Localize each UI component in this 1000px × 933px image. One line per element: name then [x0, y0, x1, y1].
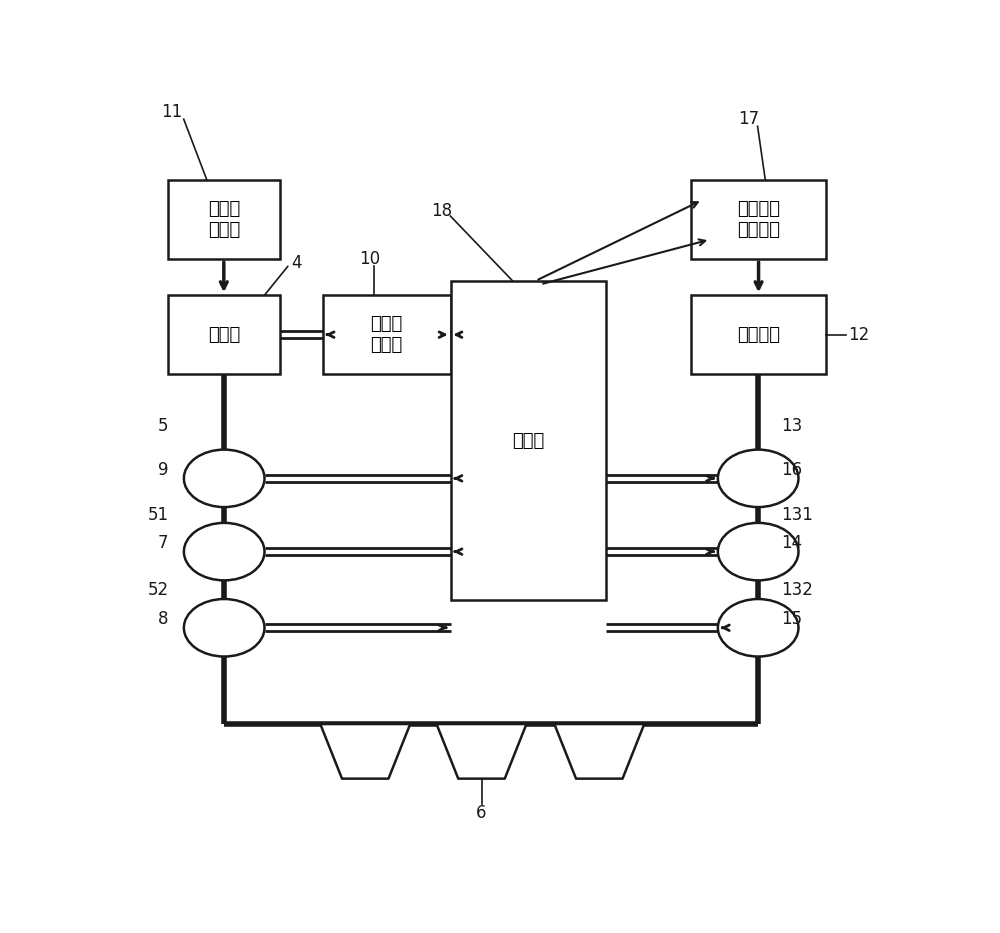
Polygon shape: [320, 724, 410, 779]
Text: 水温调
节装置: 水温调 节装置: [370, 315, 403, 354]
Text: 14: 14: [781, 534, 803, 552]
Text: 4: 4: [292, 254, 302, 272]
Text: 52: 52: [147, 580, 168, 599]
Ellipse shape: [184, 450, 264, 508]
Ellipse shape: [184, 522, 264, 580]
Ellipse shape: [184, 599, 264, 657]
FancyBboxPatch shape: [691, 180, 826, 259]
FancyBboxPatch shape: [168, 295, 280, 374]
Text: 132: 132: [781, 580, 813, 599]
FancyBboxPatch shape: [323, 295, 451, 374]
Ellipse shape: [718, 450, 798, 508]
Text: 51: 51: [147, 506, 168, 524]
Text: 16: 16: [781, 461, 803, 479]
Polygon shape: [437, 724, 526, 779]
Text: 8: 8: [158, 610, 168, 628]
Text: 15: 15: [781, 610, 803, 628]
Text: 13: 13: [781, 417, 803, 436]
Text: 高压气源: 高压气源: [737, 326, 780, 343]
Text: 自动补
水装置: 自动补 水装置: [208, 201, 240, 239]
FancyBboxPatch shape: [450, 281, 606, 601]
FancyBboxPatch shape: [691, 295, 826, 374]
Ellipse shape: [718, 522, 798, 580]
Text: 10: 10: [359, 250, 380, 268]
Text: 气体温度
调节装置: 气体温度 调节装置: [737, 201, 780, 239]
Text: 7: 7: [158, 534, 168, 552]
Text: 17: 17: [738, 110, 759, 128]
Polygon shape: [554, 724, 644, 779]
Text: 18: 18: [431, 202, 452, 220]
Text: 12: 12: [848, 326, 869, 343]
Text: 6: 6: [476, 804, 487, 822]
Text: 11: 11: [161, 103, 183, 121]
Ellipse shape: [718, 599, 798, 657]
Text: 5: 5: [158, 417, 168, 436]
Text: 131: 131: [781, 506, 813, 524]
Text: 控制器: 控制器: [512, 432, 544, 450]
Text: 储水箱: 储水箱: [208, 326, 240, 343]
FancyBboxPatch shape: [168, 180, 280, 259]
Text: 9: 9: [158, 461, 168, 479]
